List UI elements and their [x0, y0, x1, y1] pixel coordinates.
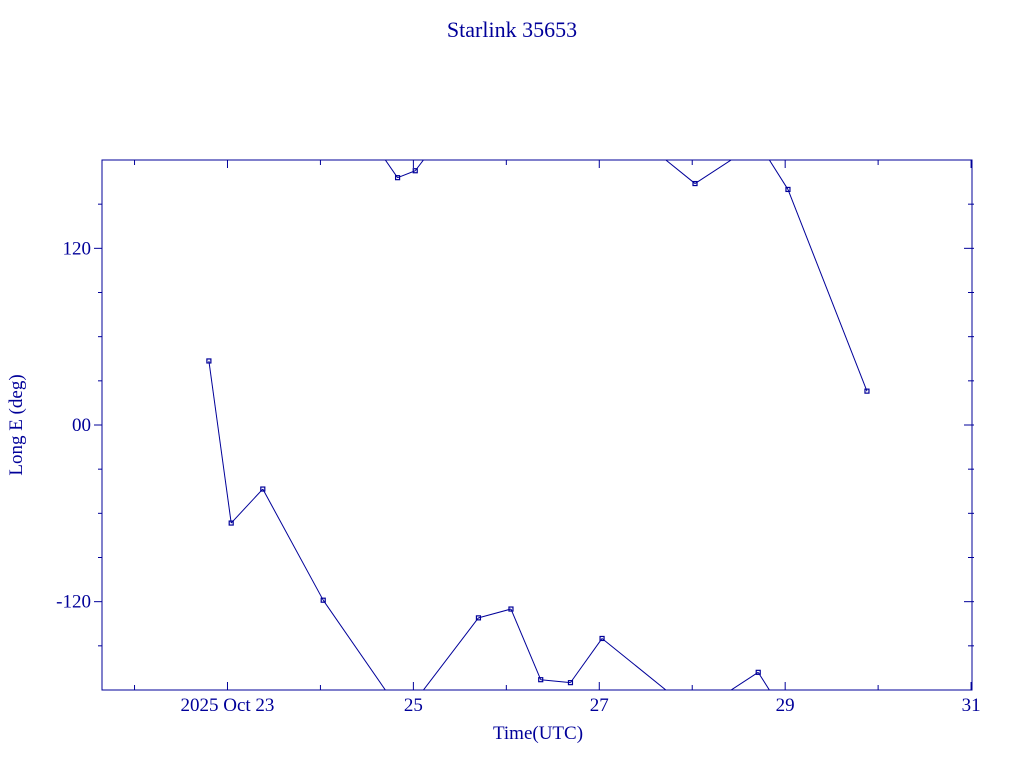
chart-title: Starlink 35653 [447, 17, 577, 42]
point [692, 180, 698, 187]
point [260, 486, 266, 492]
line-segment [540, 679, 571, 684]
line-segment [787, 189, 868, 392]
line-segment [230, 488, 264, 524]
point [508, 606, 514, 612]
x-tick-label: 2025 Oct 23 [181, 695, 275, 716]
x-tick-label: 27 [590, 695, 609, 716]
point [864, 388, 870, 394]
x-tick-label: 31 [962, 695, 981, 716]
line-segment [414, 160, 479, 690]
point [412, 168, 418, 174]
point [475, 615, 482, 621]
line-segment [478, 608, 512, 619]
lines [208, 160, 868, 690]
point [755, 669, 761, 675]
line-segment [601, 160, 696, 690]
point [785, 186, 791, 193]
point [320, 597, 326, 603]
x-axis-label: Time(UTC) [493, 723, 583, 744]
line-segment [694, 160, 759, 690]
line-segment [208, 360, 232, 524]
line-segment [262, 488, 324, 601]
plot-frame [101, 159, 973, 691]
markers [206, 168, 870, 686]
y-tick-label: 00 [72, 415, 91, 436]
point [599, 635, 605, 642]
axes: 2025 Oct 23 25 27 29 31 -120 00 120 [56, 160, 981, 716]
point [394, 175, 401, 181]
line-segment [570, 638, 603, 683]
line-segment [322, 160, 398, 690]
line-segment [757, 160, 789, 690]
line-segment [510, 608, 542, 680]
point [228, 520, 234, 526]
point [567, 680, 574, 686]
y-tick-label: 120 [63, 238, 92, 259]
y-tick-label: -120 [56, 592, 91, 613]
point [206, 358, 212, 364]
line-segment [397, 170, 416, 179]
y-axis-label: Long E (deg) [6, 374, 27, 475]
x-tick-label: 29 [776, 695, 795, 716]
x-tick-label: 25 [404, 695, 423, 716]
point [538, 677, 544, 683]
